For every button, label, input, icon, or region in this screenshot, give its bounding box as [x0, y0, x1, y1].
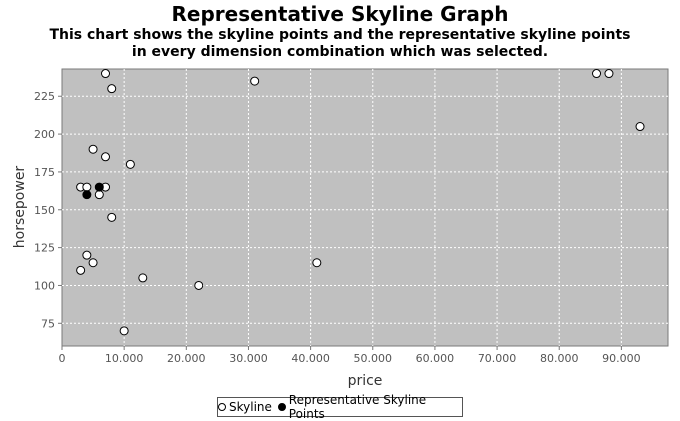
legend-item-skyline: Skyline: [218, 400, 272, 414]
skyline-point: [101, 69, 111, 79]
x-axis-label: price: [348, 373, 383, 389]
x-tick-label: 70.000: [478, 352, 517, 365]
skyline-point: [107, 212, 117, 222]
skyline-point: [125, 159, 135, 169]
skyline-point: [88, 258, 98, 268]
x-tick-label: 90.000: [602, 352, 641, 365]
skyline-point: [138, 273, 148, 283]
skyline-point: [635, 122, 645, 132]
chart-title: Representative Skyline Graph: [171, 2, 509, 26]
y-tick-label: 225: [34, 90, 55, 103]
skyline-point: [194, 280, 204, 290]
skyline-point: [312, 258, 322, 268]
x-tick-label: 60.000: [416, 352, 455, 365]
legend-label-representative: Representative Skyline Points: [288, 393, 427, 421]
x-tick-label: 20.000: [167, 352, 206, 365]
chart-subtitle: This chart shows the skyline points and …: [49, 27, 631, 60]
representative-point: [94, 182, 104, 192]
y-tick-label: 75: [41, 317, 55, 330]
x-tick-label: 30.000: [229, 352, 268, 365]
open-circle-icon: [218, 403, 226, 411]
skyline-point: [76, 265, 86, 275]
skyline-point: [88, 144, 98, 154]
skyline-point: [82, 250, 92, 260]
skyline-point: [101, 152, 111, 162]
x-tick-label: 0: [59, 352, 66, 365]
x-tick-label: 50.000: [354, 352, 393, 365]
y-tick-label: 100: [34, 279, 55, 292]
skyline-point: [250, 76, 260, 86]
chart-legend: Skyline Representative Skyline Points: [217, 393, 463, 421]
legend-item-representative: Representative Skyline Points: [277, 393, 462, 421]
skyline-point: [604, 69, 614, 79]
skyline-point: [94, 190, 104, 200]
x-tick-label: 80.000: [540, 352, 579, 365]
skyline-point: [82, 182, 92, 192]
skyline-point: [592, 69, 602, 79]
y-tick-label: 150: [34, 204, 55, 217]
x-tick-label: 10.000: [105, 352, 144, 365]
representative-point: [82, 190, 92, 200]
plot-area: [61, 68, 669, 347]
filled-circle-icon: [277, 403, 286, 411]
y-axis-label: horsepower: [12, 166, 28, 249]
skyline-point: [119, 326, 129, 336]
x-tick-label: 40.000: [291, 352, 330, 365]
y-tick-label: 200: [34, 128, 55, 141]
y-tick-label: 175: [34, 166, 55, 179]
legend-label-skyline: Skyline: [229, 400, 272, 414]
skyline-point: [107, 84, 117, 94]
y-tick-label: 125: [34, 242, 55, 255]
